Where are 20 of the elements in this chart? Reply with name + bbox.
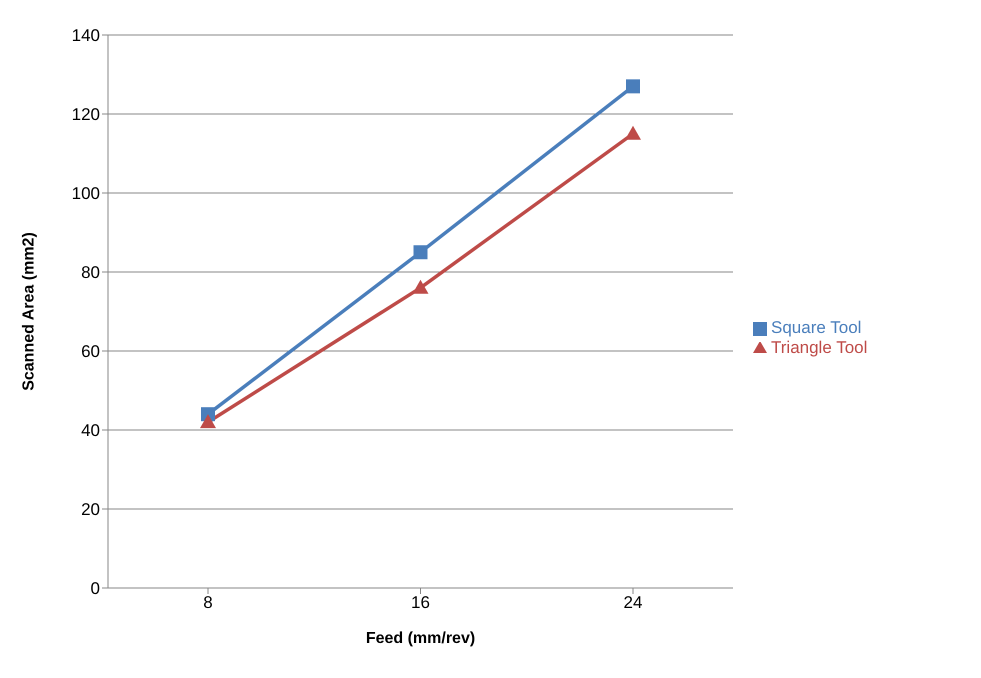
point (412, 280, 428, 294)
y-axis-title: Scanned Area (mm2) (20, 232, 38, 391)
x-tick-label: 16 (411, 593, 430, 612)
point (200, 414, 216, 428)
y-tick-label: 80 (81, 263, 100, 282)
y-tick-label: 100 (72, 184, 100, 204)
y-tick-label: 120 (72, 105, 100, 124)
point (626, 79, 640, 94)
point (414, 245, 428, 260)
y-tick-label: 20 (81, 500, 100, 520)
x-axis-title: Feed (mm/rev) (366, 630, 476, 647)
y-tick-label: 60 (81, 342, 100, 362)
point (625, 126, 641, 140)
x-tick-label: 24 (624, 593, 642, 612)
y-tick-label: 140 (72, 26, 100, 46)
y-tick-label: 0 (90, 579, 100, 598)
legend-label: Triangle Tool (771, 338, 868, 357)
y-tick-label: 40 (81, 421, 100, 440)
legend-label: Square Tool (771, 318, 862, 337)
x-tick-label: 8 (203, 593, 213, 612)
